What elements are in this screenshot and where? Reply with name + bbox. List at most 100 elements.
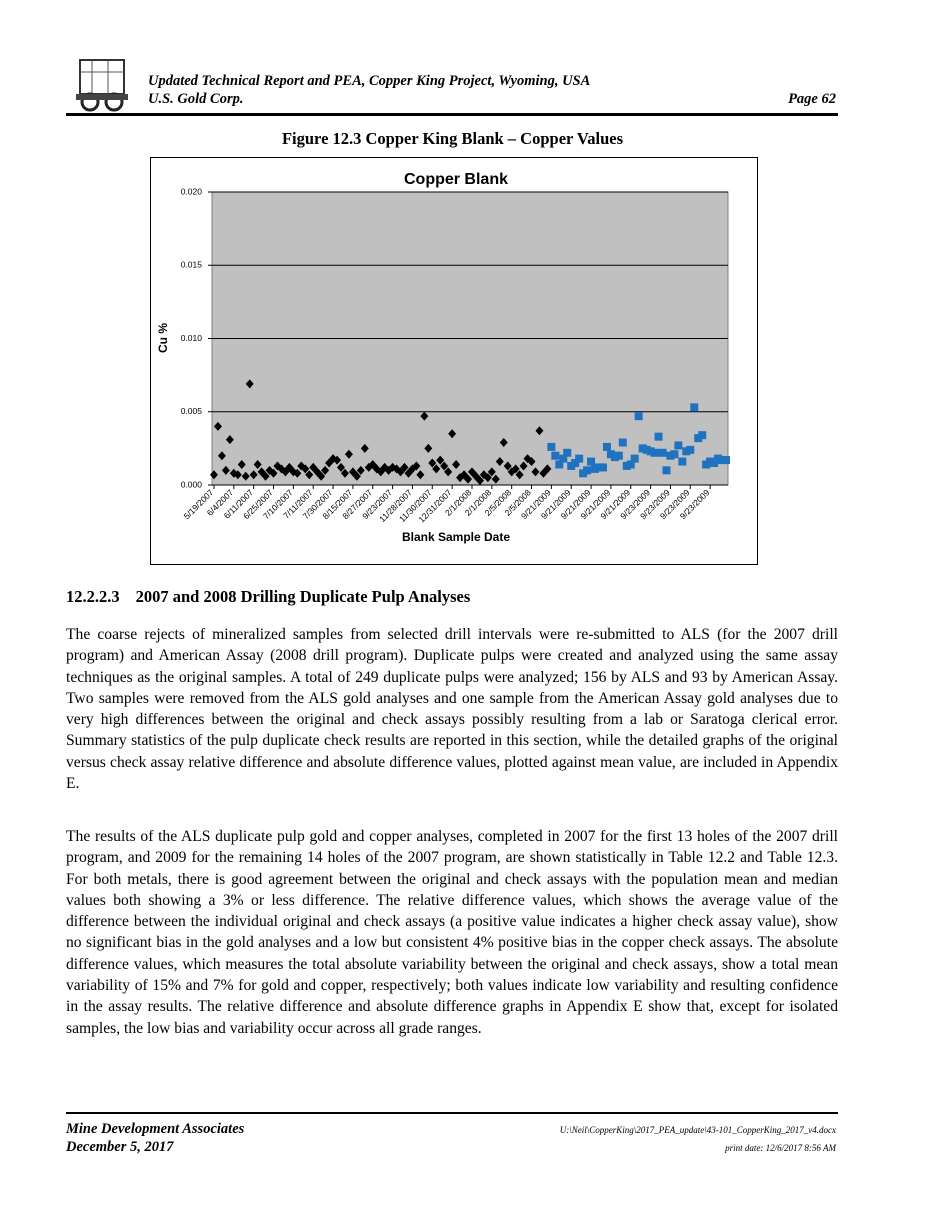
data-point [630, 454, 639, 463]
data-point [618, 438, 627, 447]
data-point [420, 411, 429, 421]
paragraph: The results of the ALS duplicate pulp go… [66, 828, 838, 1037]
data-point [209, 470, 218, 480]
figure-caption: Figure 12.3 Copper King Blank – Copper V… [281, 129, 624, 148]
footer-date: December 5, 2017 [66, 1139, 174, 1155]
data-point [213, 421, 222, 431]
data-point [495, 457, 504, 467]
data-point [245, 379, 254, 389]
data-point [217, 451, 226, 461]
y-tick-label: 0.005 [181, 406, 203, 416]
data-point [519, 461, 528, 471]
data-point [634, 412, 643, 421]
data-point [293, 468, 302, 478]
data-point [515, 470, 524, 480]
data-point [237, 459, 246, 469]
y-axis-label: Cu % [156, 323, 170, 353]
data-point [344, 449, 353, 459]
data-point [444, 467, 453, 477]
chart: Copper Blank Blank Sample Date Cu % 0.00… [150, 157, 758, 565]
data-point [555, 460, 564, 469]
data-point [436, 455, 445, 465]
data-point [499, 438, 508, 448]
data-point [686, 445, 695, 454]
data-point [722, 456, 731, 465]
data-point [658, 448, 667, 457]
data-point [269, 468, 278, 478]
data-point [483, 473, 492, 483]
data-point [440, 461, 449, 471]
footer-rule [66, 1112, 838, 1114]
data-point [598, 463, 607, 472]
data-point [698, 431, 707, 440]
data-point [662, 466, 671, 475]
data-point [424, 443, 433, 453]
data-point [670, 450, 679, 459]
data-point [281, 467, 290, 477]
data-point [563, 448, 572, 457]
section-heading: 12.2.2.3 2007 and 2008 Drilling Duplicate… [66, 587, 470, 607]
data-point [690, 403, 699, 412]
data-point [491, 474, 500, 484]
section-title: 2007 and 2008 Drilling Duplicate Pulp An… [135, 587, 471, 606]
data-point [678, 457, 687, 466]
data-point [253, 459, 262, 469]
data-point [412, 461, 421, 471]
data-point [487, 467, 496, 477]
data-point [317, 471, 326, 481]
data-point [614, 451, 623, 460]
data-point [356, 465, 365, 475]
data-point [313, 467, 322, 477]
data-point [428, 458, 437, 468]
data-point [340, 468, 349, 478]
data-point [249, 470, 258, 480]
data-point [587, 457, 596, 466]
data-point [416, 470, 425, 480]
data-point [535, 426, 544, 436]
data-point [503, 461, 512, 471]
data-point [575, 454, 584, 463]
data-point [432, 464, 441, 474]
paragraph: The coarse rejects of mineralized sample… [66, 626, 838, 793]
data-point [333, 455, 342, 465]
footer-print-date: print date: 12/6/2017 8:56 AM [725, 1143, 836, 1153]
data-point [241, 471, 250, 481]
footer-file: U:\Neil\CopperKing\2017_PEA_update\43-10… [559, 1125, 836, 1135]
data-point [376, 467, 385, 477]
logo [76, 59, 128, 112]
data-point [321, 465, 330, 475]
header-title: Updated Technical Report and PEA, Copper… [148, 73, 591, 89]
data-point [448, 429, 457, 439]
data-point [527, 457, 536, 467]
section-number: 12.2.2.3 [66, 587, 120, 606]
data-point [674, 441, 683, 450]
data-point [360, 443, 369, 453]
data-point [539, 468, 548, 478]
data-point [380, 462, 389, 472]
data-point [305, 470, 314, 480]
data-point [531, 467, 540, 477]
data-point [400, 462, 409, 472]
y-tick-label: 0.015 [181, 260, 203, 270]
data-point [348, 467, 357, 477]
data-point [352, 471, 361, 481]
data-point [547, 442, 556, 451]
data-point [452, 459, 461, 469]
header-rule [66, 113, 838, 116]
y-tick-label: 0.020 [181, 186, 203, 196]
data-point [225, 435, 234, 445]
data-point [583, 466, 592, 475]
data-point [650, 448, 659, 457]
header-company: U.S. Gold Corp. [148, 91, 244, 107]
chart-title: Copper Blank [404, 171, 508, 188]
data-point [464, 474, 473, 484]
data-point [626, 460, 635, 469]
data-point [229, 468, 238, 478]
data-point [654, 432, 663, 441]
data-point [221, 465, 230, 475]
data-point [337, 462, 345, 472]
data-point [710, 459, 719, 468]
y-tick-label: 0.000 [181, 479, 203, 489]
data-point [277, 464, 286, 474]
